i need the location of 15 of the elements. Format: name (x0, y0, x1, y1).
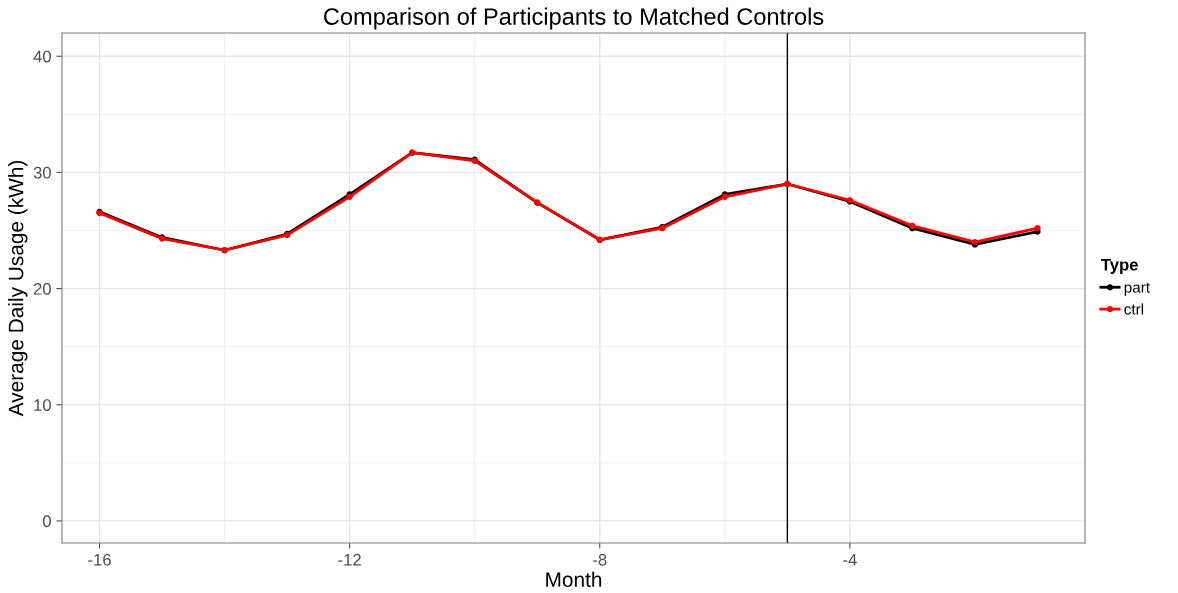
x-tick-label: -4 (843, 554, 857, 566)
y-tick-label: 20 (33, 282, 51, 295)
x-axis-title: Month (546, 571, 602, 588)
legend-label: part (1124, 282, 1150, 296)
x-tick-label: -8 (593, 553, 607, 566)
y-tick-label: 40 (33, 50, 51, 63)
y-tick-label: 0 (42, 515, 51, 528)
x-tick-label: -12 (338, 553, 361, 566)
legend-label: ctrl (1124, 303, 1144, 315)
y-tick-label: 10 (34, 399, 51, 411)
chart-title: Comparison of Participants to Matched Controls (324, 7, 824, 30)
y-axis-title: Average Daily Usage (kWh) (8, 160, 28, 417)
x-tick-label: -16 (88, 553, 111, 566)
y-tick-label: 30 (33, 166, 51, 179)
legend-title: Type (1101, 258, 1138, 274)
